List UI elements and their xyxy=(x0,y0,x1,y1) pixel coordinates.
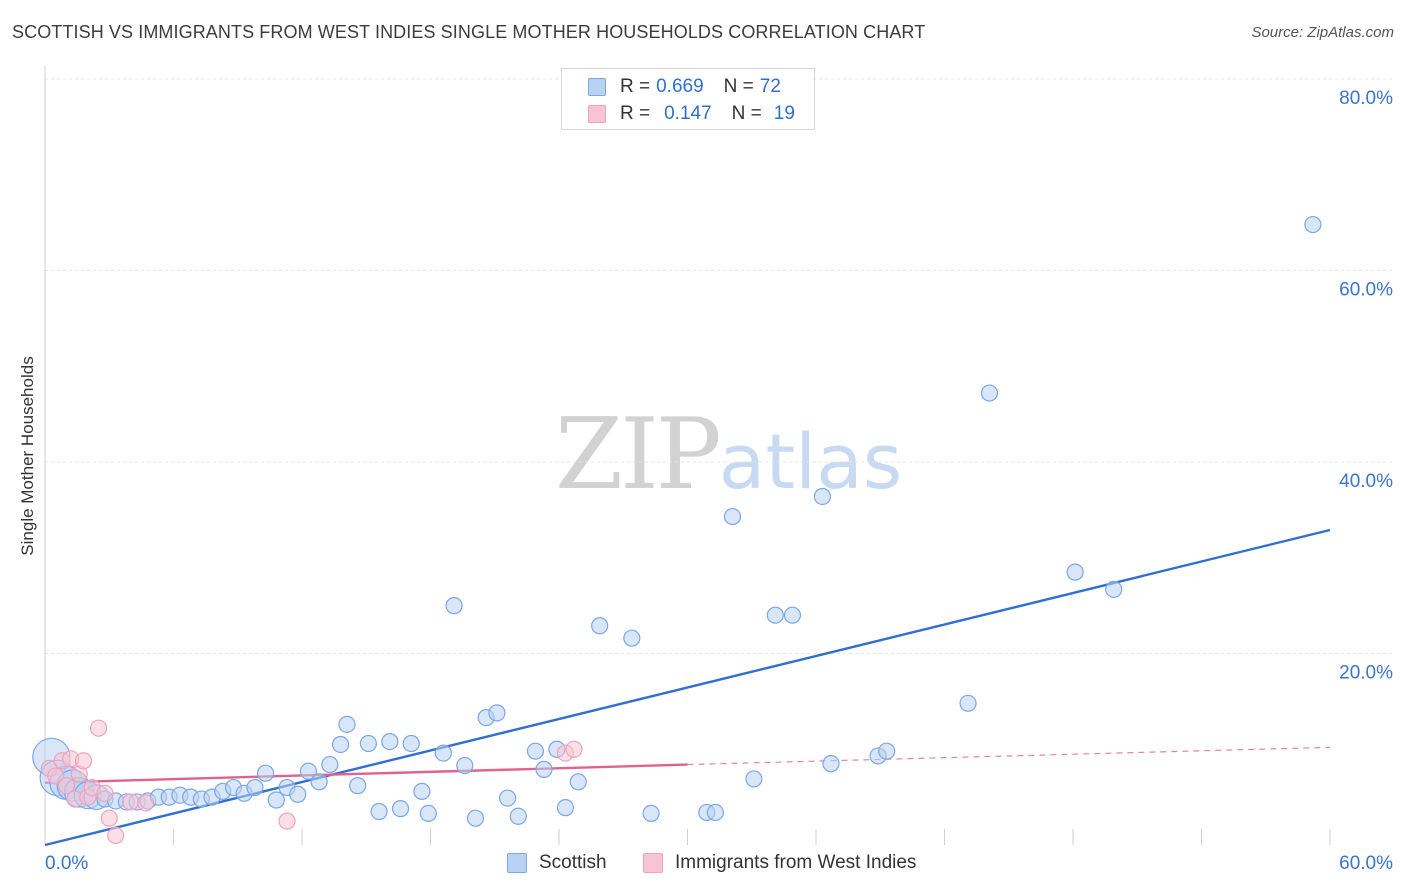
point-west-indies xyxy=(47,767,65,785)
point-scottish xyxy=(878,742,896,760)
point-scottish xyxy=(1066,563,1084,581)
y-tick-label: 20.0% xyxy=(1339,663,1393,684)
legend-r-value: 0.147 xyxy=(664,103,712,124)
point-west-indies xyxy=(74,752,93,770)
point-scottish xyxy=(556,799,575,817)
point-scottish xyxy=(623,629,641,647)
legend-r-label: R = xyxy=(620,103,651,124)
point-scottish xyxy=(321,755,339,774)
point-scottish xyxy=(246,778,264,797)
point-west-indies xyxy=(565,740,583,758)
point-scottish xyxy=(591,617,609,635)
chart-title: SCOTTISH VS IMMIGRANTS FROM WEST INDIES … xyxy=(12,22,926,42)
point-scottish xyxy=(959,694,977,712)
point-scottish xyxy=(338,715,356,733)
point-scottish xyxy=(745,770,763,788)
legend-row-west-indies: R = 0.147 N = 19 xyxy=(588,102,795,126)
point-west-indies xyxy=(137,794,155,812)
watermark: ZIPatlas xyxy=(555,398,902,512)
point-west-indies xyxy=(122,793,140,811)
point-scottish xyxy=(466,809,485,827)
trendline-west-indies xyxy=(44,763,688,784)
point-scottish xyxy=(256,764,275,782)
point-scottish xyxy=(267,791,285,809)
x-tick-label: 60.0% xyxy=(1339,853,1393,874)
x-tick-label: 0.0% xyxy=(45,853,88,874)
legend-n-label: N = xyxy=(723,76,754,97)
source-label: Source: ZipAtlas.com xyxy=(1251,24,1394,41)
point-scottish xyxy=(569,773,587,791)
series-legend: Scottish Immigrants from West Indies xyxy=(0,852,1406,878)
point-scottish xyxy=(349,777,367,795)
point-scottish xyxy=(980,384,999,402)
point-scottish xyxy=(445,597,463,615)
data-points xyxy=(32,215,1322,845)
point-scottish xyxy=(822,755,840,773)
point-scottish xyxy=(434,744,452,762)
tick-labels: 20.0% 40.0% 60.0% 80.0% 0.0% 60.0% xyxy=(45,88,1393,874)
legend-row-scottish: R = 0.669 N = 72 xyxy=(588,75,781,99)
series-swatch-west-indies xyxy=(643,853,663,873)
point-scottish xyxy=(299,762,318,780)
axes xyxy=(44,66,1331,845)
series-label-scottish: Scottish xyxy=(539,852,607,873)
point-scottish xyxy=(359,734,377,753)
point-scottish xyxy=(706,803,724,822)
watermark-zip: ZIP xyxy=(555,398,722,512)
point-scottish xyxy=(526,742,545,760)
legend-r-value: 0.669 xyxy=(656,76,704,97)
series-label-west-indies: Immigrants from West Indies xyxy=(675,852,917,873)
point-scottish xyxy=(766,606,784,624)
legend-n-value: 19 xyxy=(773,103,795,124)
y-tick-label: 80.0% xyxy=(1339,88,1393,109)
point-scottish xyxy=(381,732,399,751)
point-scottish xyxy=(456,756,474,775)
series-legend-west-indies[interactable]: Immigrants from West Indies xyxy=(643,852,916,874)
series-legend-scottish[interactable]: Scottish xyxy=(507,852,607,874)
y-tick-label: 60.0% xyxy=(1339,280,1393,301)
grid-lines xyxy=(45,78,1392,654)
point-west-indies xyxy=(96,784,114,802)
legend-r-label: R = xyxy=(620,76,651,97)
series-swatch-scottish xyxy=(507,853,527,873)
point-west-indies xyxy=(278,812,296,830)
point-scottish xyxy=(413,782,431,800)
point-scottish xyxy=(310,773,328,791)
point-scottish xyxy=(499,789,517,807)
point-scottish xyxy=(419,804,437,823)
point-scottish xyxy=(642,804,660,823)
trendline-west-indies-extended xyxy=(687,746,1331,766)
point-scottish xyxy=(783,606,802,624)
point-scottish xyxy=(289,785,307,803)
point-west-indies xyxy=(57,777,76,795)
point-scottish xyxy=(1304,215,1322,234)
point-west-indies xyxy=(107,826,125,845)
point-west-indies xyxy=(100,809,118,827)
point-scottish xyxy=(391,800,410,818)
legend-swatch-scottish xyxy=(588,78,606,96)
point-scottish xyxy=(370,802,388,821)
point-scottish xyxy=(723,507,742,526)
correlation-legend: R = 0.669 N = 72 R = 0.147 N = 19 xyxy=(561,68,815,130)
point-scottish xyxy=(1105,580,1123,598)
y-tick-label: 40.0% xyxy=(1339,471,1393,492)
point-scottish xyxy=(509,807,527,825)
point-west-indies xyxy=(89,719,108,737)
point-scottish xyxy=(488,704,506,722)
legend-n-label: N = xyxy=(731,103,762,124)
point-scottish xyxy=(402,734,420,753)
legend-n-value: 72 xyxy=(759,76,781,97)
point-scottish xyxy=(813,487,832,506)
legend-swatch-west-indies xyxy=(588,105,606,123)
point-scottish xyxy=(535,760,553,778)
point-scottish xyxy=(331,735,350,754)
